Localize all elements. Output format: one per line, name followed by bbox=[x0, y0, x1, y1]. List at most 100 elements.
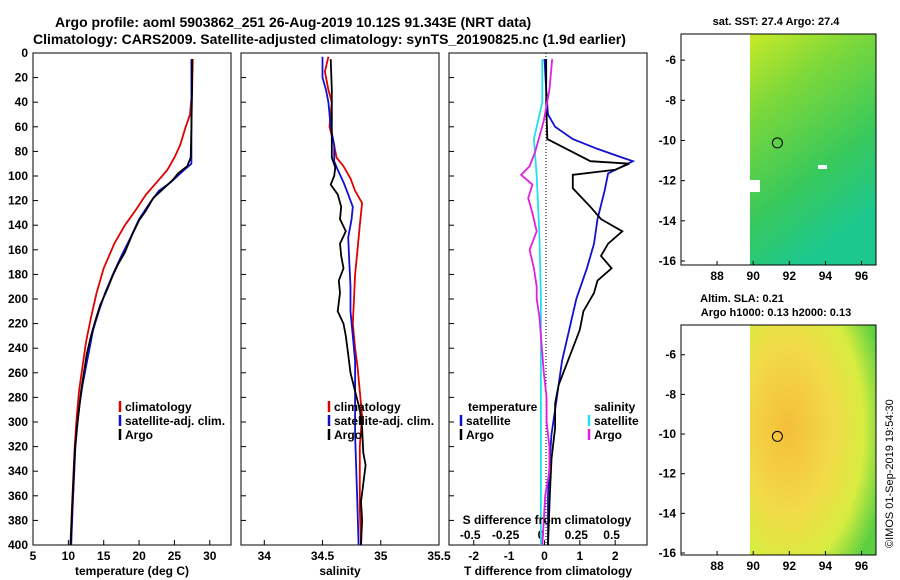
map-x-tick-label: 90 bbox=[747, 559, 761, 573]
s-tick-label: 0.25 bbox=[565, 528, 589, 542]
depth-tick-label: 320 bbox=[8, 440, 28, 454]
sst-argo-position-marker bbox=[771, 137, 783, 149]
x-tick-label: -1 bbox=[504, 549, 515, 563]
map-y-tick-label: -6 bbox=[665, 348, 676, 362]
sst-map-land-blank bbox=[681, 34, 750, 265]
sla-map-panel: Altim. SLA: 0.21 Argo h1000: 0.13 h2000:… bbox=[659, 293, 877, 573]
sla-map-frame bbox=[680, 324, 877, 556]
temperature-series bbox=[69, 59, 194, 546]
depth-tick-label: 360 bbox=[8, 489, 28, 503]
difference-panel: -2 -1 0 1 2 -0.5 -0.25 0 0.25 0.5 T difference f… bbox=[448, 52, 648, 578]
map-y-tick-label: -14 bbox=[659, 506, 677, 520]
depth-tick-label: 400 bbox=[8, 538, 28, 552]
depth-tick-label: 100 bbox=[8, 169, 28, 183]
legend-s-argo-label: Argo bbox=[334, 428, 362, 442]
x-tick-label: 34.5 bbox=[311, 549, 335, 563]
s-difference-axis-label: S difference from climatology bbox=[463, 513, 632, 527]
sst-cloud-patch bbox=[750, 180, 760, 192]
depth-tick-label: 240 bbox=[8, 341, 28, 355]
map-y-tick-label: -12 bbox=[659, 174, 677, 188]
x-tick-label: 0 bbox=[541, 549, 548, 563]
x-tick-label: 15 bbox=[97, 549, 111, 563]
sst-map-title: sat. SST: 27.4 Argo: 27.4 bbox=[713, 16, 841, 28]
legend-t-argo-label: Argo bbox=[466, 428, 494, 442]
sst-map-tick-labels: 88 90 92 94 96 -6 -8 -10 -12 -14 -16 bbox=[659, 53, 869, 283]
x-tick-label: -2 bbox=[468, 549, 479, 563]
series-line-climatology bbox=[69, 59, 194, 546]
map-y-tick-label: -12 bbox=[659, 467, 677, 481]
legend-s-argo2-label: Argo bbox=[594, 428, 622, 442]
sla-heatmap bbox=[750, 325, 876, 555]
legend-satellite-label: satellite-adj. clim. bbox=[125, 414, 225, 428]
series-line-satellite-adj-clim- bbox=[70, 59, 193, 546]
legend-climatology-label: climatology bbox=[125, 400, 192, 414]
depth-tick-label: 20 bbox=[15, 71, 29, 85]
salinity-plot-frame bbox=[240, 52, 440, 546]
x-tick-label: 20 bbox=[132, 549, 146, 563]
difference-series bbox=[519, 59, 636, 546]
series-line-satellite-adj-clim- bbox=[321, 56, 360, 546]
map-y-tick-label: -8 bbox=[665, 387, 676, 401]
temperature-tick-labels: 5 10 15 20 25 30 bbox=[30, 540, 217, 563]
legend-t-satellite-label: satellite bbox=[466, 414, 511, 428]
map-y-tick-label: -16 bbox=[659, 254, 677, 268]
sla-map-title: Altim. SLA: 0.21 bbox=[700, 293, 784, 305]
salinity-series bbox=[321, 56, 367, 546]
temperature-legend: climatology satellite-adj. clim. Argo bbox=[118, 400, 225, 442]
series-line-s-argo bbox=[519, 59, 554, 546]
map-y-tick-label: -6 bbox=[665, 53, 676, 67]
depth-tick-label: 40 bbox=[15, 95, 29, 109]
series-line-t-argo bbox=[545, 59, 630, 546]
s-tick-label: -0.5 bbox=[460, 528, 481, 542]
temperature-panel: 0 20 40 60 80 100 120 140 160 180 200 220 240 260 280 3… bbox=[8, 46, 454, 578]
map-y-tick-label: -10 bbox=[659, 133, 677, 147]
x-tick-label: 25 bbox=[168, 549, 182, 563]
imos-credit: ©IMOS 01-Sep-2019 19:54:30 bbox=[884, 399, 896, 548]
temperature-axis-label: temperature (deg C) bbox=[75, 564, 189, 578]
sla-map-tick-labels: 88 90 92 94 96 -6 -8 -10 -12 -14 -16 bbox=[659, 348, 869, 573]
depth-tick-label: 380 bbox=[8, 513, 28, 527]
series-line-t-satellite bbox=[543, 59, 636, 545]
depth-tick-label: 280 bbox=[8, 390, 28, 404]
legend-s-sat-label: satellite bbox=[594, 414, 639, 428]
map-x-tick-label: 88 bbox=[710, 269, 724, 283]
depth-tick-label: 300 bbox=[8, 415, 28, 429]
x-tick-label: 35.5 bbox=[427, 549, 451, 563]
x-tick-label: 34 bbox=[258, 549, 272, 563]
legend-salinity-title: salinity bbox=[594, 400, 636, 414]
t-difference-axis-label: T difference from climatology bbox=[464, 564, 632, 578]
series-line-argo bbox=[329, 59, 367, 546]
salinity-legend: climatology satellite-adj. clim. Argo bbox=[327, 400, 434, 442]
depth-tick-label: 140 bbox=[8, 218, 28, 232]
series-line-argo bbox=[69, 59, 194, 546]
x-tick-label: 2 bbox=[612, 549, 619, 563]
depth-tick-label: 0 bbox=[21, 46, 28, 60]
map-x-tick-label: 96 bbox=[855, 559, 869, 573]
sst-heatmap bbox=[750, 34, 876, 265]
difference-plot-frame bbox=[448, 52, 648, 546]
s-tick-label: -0.25 bbox=[492, 528, 520, 542]
depth-tick-labels: 0 20 40 60 80 100 120 140 160 180 200 220 240 260 280 3… bbox=[8, 46, 454, 552]
x-tick-label: 5 bbox=[30, 549, 37, 563]
legend-temperature-title: temperature bbox=[468, 400, 538, 414]
salinity-axis-label: salinity bbox=[319, 564, 361, 578]
salinity-tick-labels: 34 34.5 35 35.5 bbox=[258, 540, 451, 563]
sla-argo-position-marker bbox=[771, 430, 783, 442]
depth-tick-label: 60 bbox=[15, 120, 29, 134]
sla-map-land-blank bbox=[681, 325, 750, 555]
depth-tick-label: 80 bbox=[15, 144, 29, 158]
legend-s-climatology-label: climatology bbox=[334, 400, 401, 414]
t-difference-tick-labels: -2 -1 0 1 2 bbox=[468, 540, 619, 563]
map-x-tick-label: 90 bbox=[747, 269, 761, 283]
legend-argo-label: Argo bbox=[125, 428, 153, 442]
figure-title-line1: Argo profile: aoml 5903862_251 26-Aug-20… bbox=[55, 14, 531, 30]
temperature-plot-frame bbox=[32, 52, 232, 546]
figure-title-line2: Climatology: CARS2009. Satellite-adjuste… bbox=[33, 31, 626, 47]
difference-legend: temperature salinity satellite Argo sate… bbox=[459, 400, 639, 442]
depth-tick-label: 200 bbox=[8, 292, 28, 306]
map-x-tick-label: 88 bbox=[710, 559, 724, 573]
map-y-tick-label: -14 bbox=[659, 214, 677, 228]
depth-tick-label: 340 bbox=[8, 464, 28, 478]
map-y-tick-label: -10 bbox=[659, 427, 677, 441]
